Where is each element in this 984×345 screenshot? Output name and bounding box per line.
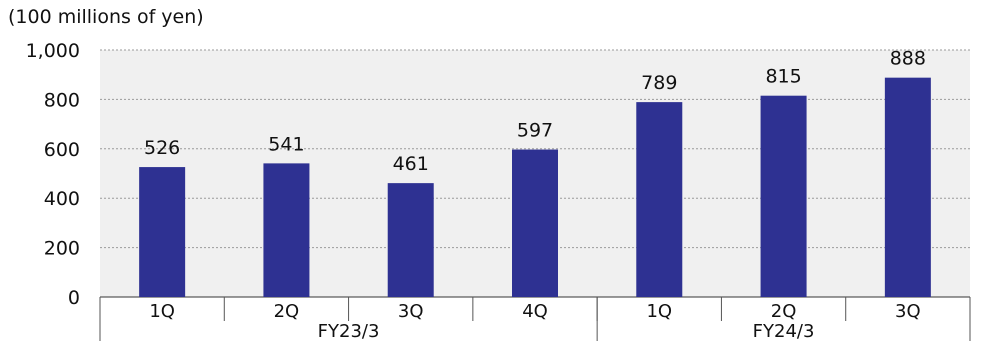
bar	[636, 102, 683, 297]
y-tick-label: 400	[44, 188, 80, 210]
group-label: FY24/3	[753, 321, 815, 341]
data-label: 461	[393, 153, 429, 175]
bar	[512, 149, 558, 297]
bar	[760, 95, 807, 297]
data-label: 888	[890, 48, 926, 70]
y-tick-label: 200	[44, 238, 80, 260]
bar	[884, 77, 931, 297]
x-tick-label: 2Q	[274, 301, 300, 322]
x-tick-label: 4Q	[522, 301, 548, 322]
data-label: 526	[144, 137, 180, 159]
bar	[387, 183, 434, 297]
bar	[139, 167, 186, 297]
data-label: 597	[517, 120, 553, 142]
y-tick-label: 600	[44, 139, 80, 161]
y-tick-label: 800	[44, 89, 80, 111]
data-label: 789	[641, 72, 677, 94]
data-label: 815	[765, 66, 801, 88]
x-tick-label: 3Q	[895, 301, 921, 322]
y-tick-label: 1,000	[26, 40, 80, 62]
data-label: 541	[268, 133, 304, 155]
x-tick-label: 1Q	[646, 301, 672, 322]
y-tick-label: 0	[68, 287, 80, 309]
unit-label: (100 millions of yen)	[8, 6, 204, 28]
x-tick-label: 2Q	[771, 301, 797, 322]
x-tick-label: 3Q	[398, 301, 424, 322]
group-label: FY23/3	[318, 321, 380, 341]
bar	[263, 163, 310, 297]
x-tick-label: 1Q	[149, 301, 175, 322]
